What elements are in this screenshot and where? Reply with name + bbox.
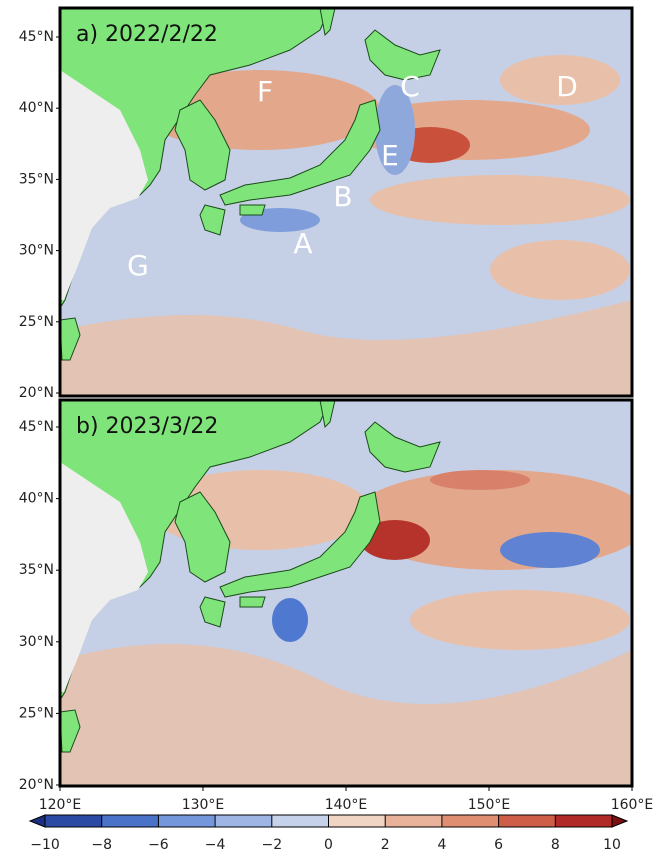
colorbar-segment [271, 815, 329, 827]
colorbar-segment [441, 815, 499, 827]
lon-label: 130°E [182, 797, 225, 813]
colorbar-segment [158, 815, 216, 827]
colorbar-tick-label: 0 [324, 837, 333, 853]
lon-label: 140°E [325, 797, 368, 813]
colorbar-tick-label: 8 [551, 837, 560, 853]
map-a [60, 8, 632, 396]
lat-label: 20°N [19, 385, 54, 401]
panel-label: a) 2022/2/22 [76, 22, 218, 47]
colorbar-segment [498, 815, 556, 827]
colorbar-tick-label: −2 [261, 837, 282, 853]
region-label: B [333, 180, 352, 213]
colorbar-tick-label: 4 [437, 837, 446, 853]
colorbar-tick-label: 2 [381, 837, 390, 853]
lat-label: 30°N [19, 634, 54, 650]
lat-label: 40°N [19, 100, 54, 116]
colorbar-tick-label: 6 [494, 837, 503, 853]
region-label: F [257, 75, 273, 108]
lon-label: 120°E [39, 797, 82, 813]
colorbar-tick-label: −4 [205, 837, 226, 853]
colorbar-segment [215, 815, 272, 827]
colorbar-tick-label: −10 [30, 837, 60, 853]
region-label: E [381, 139, 399, 172]
lon-label: 150°E [468, 797, 511, 813]
lat-label: 40°N [19, 491, 54, 507]
colorbar-tick-label: −8 [91, 837, 112, 853]
colorbar-segment [385, 815, 442, 827]
colorbar-segment [555, 815, 612, 827]
lat-label: 45°N [19, 419, 54, 435]
colorbar-segment [101, 815, 159, 827]
colorbar-segment [328, 815, 386, 827]
lat-label: 35°N [19, 171, 54, 187]
region-label: G [127, 249, 149, 282]
colorbar-end [28, 814, 46, 828]
lat-label: 25°N [19, 314, 54, 330]
lat-label: 30°N [19, 243, 54, 259]
lon-label: 160°E [611, 797, 654, 813]
panel-label: b) 2023/3/22 [76, 414, 218, 439]
region-label: A [293, 227, 312, 260]
lat-label: 45°N [19, 29, 54, 45]
lat-label: 35°N [19, 562, 54, 578]
colorbar-segment [45, 815, 102, 827]
colorbar-tick-label: 10 [603, 837, 621, 853]
lat-label: 25°N [19, 705, 54, 721]
frame-a [58, 6, 634, 398]
region-label: D [556, 70, 578, 103]
map-b [60, 400, 632, 786]
colorbar-end [611, 814, 629, 828]
colorbar-tick-label: −6 [148, 837, 169, 853]
colorbar: −10 −8 −6 −4 −2 0 2 4 6 8 10 [28, 814, 629, 853]
region-label: C [400, 70, 420, 103]
lat-label: 20°N [19, 777, 54, 793]
